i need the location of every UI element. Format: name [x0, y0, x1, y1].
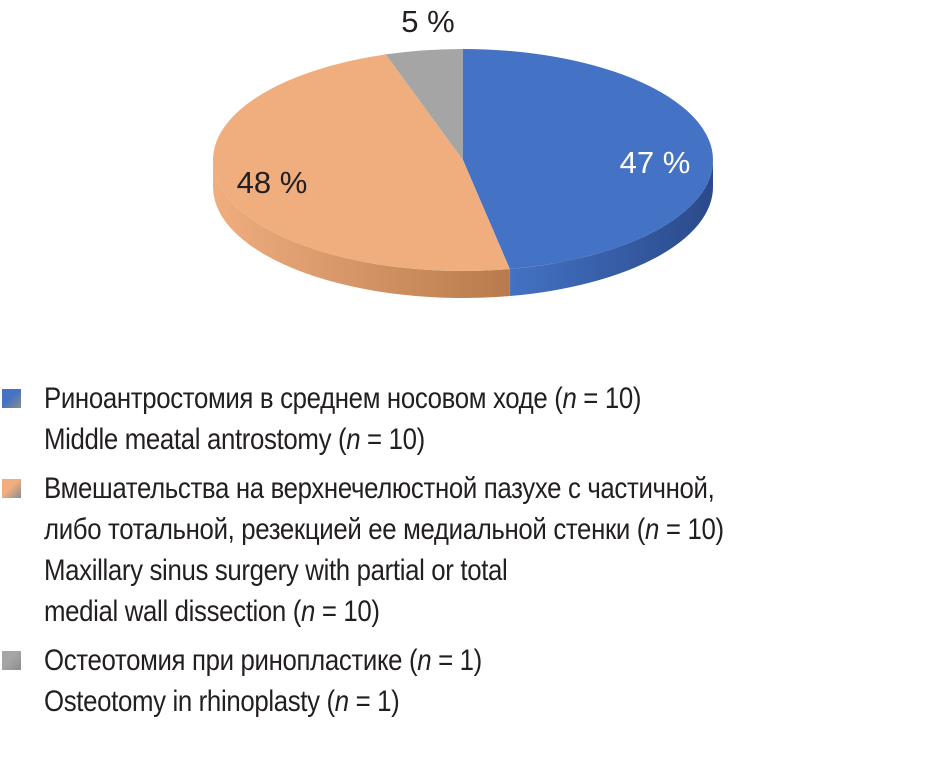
legend-entry-1: Вмешательства на верхнечелюстной пазухе … [0, 468, 927, 632]
legend-text: Osteotomy in rhinoplasty (n = 1) [44, 685, 400, 718]
legend-swatch-icon [2, 651, 21, 670]
legend-text: Остеотомия при ринопластике (n = 1) [44, 644, 482, 677]
legend-text: либо тотальной, резекцией ее медиальной … [44, 513, 724, 546]
legend-entry-0: Риноантростомия в среднем носовом ходе (… [0, 378, 927, 460]
legend-text: medial wall dissection (n = 10) [44, 595, 380, 628]
slice-label-0: 47 % [620, 145, 691, 180]
legend-text: Middle meatal antrostomy (n = 10) [44, 423, 425, 456]
slice-0 [463, 49, 714, 270]
legend-text: Вмешательства на верхнечелюстной пазухе … [44, 472, 715, 505]
pie-chart: 47 % 48 % 5 % [212, 4, 714, 298]
slice-1 [212, 54, 510, 272]
legend-text: Maxillary sinus surgery with partial or … [44, 554, 508, 587]
legend-entry-2: Остеотомия при ринопластике (n = 1) Osteo… [0, 640, 927, 722]
legend-text: Риноантростомия в среднем носовом ходе (… [44, 382, 642, 415]
legend-swatch-icon [2, 479, 21, 498]
slice-2 [385, 49, 463, 160]
slice-label-1: 48 % [237, 165, 308, 200]
legend: Риноантростомия в среднем носовом ходе (… [0, 378, 927, 730]
slice-side-1 [213, 160, 510, 298]
legend-swatch-icon [2, 389, 21, 408]
slice-label-2: 5 % [401, 4, 454, 39]
slice-side-0 [509, 160, 713, 297]
